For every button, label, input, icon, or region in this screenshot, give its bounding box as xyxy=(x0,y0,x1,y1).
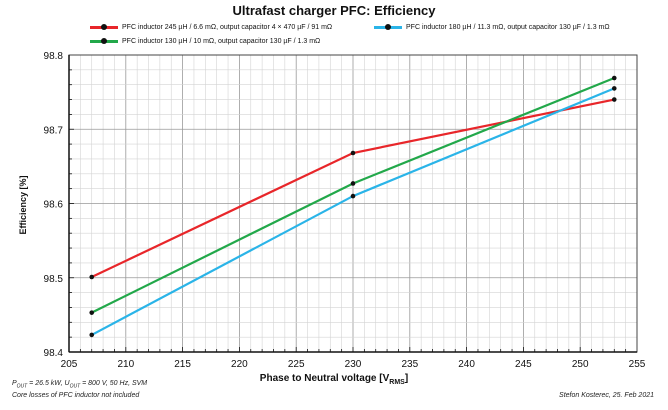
x-tick-label: 225 xyxy=(288,359,305,370)
marker-icon xyxy=(101,38,107,44)
data-point-1-2 xyxy=(611,86,617,91)
data-point-2-1 xyxy=(350,181,356,186)
x-axis-label-end: ] xyxy=(404,373,409,384)
legend-label: PFC inductor 130 µH / 10 mΩ, output capa… xyxy=(122,38,321,45)
x-axis-label-sub: RMS xyxy=(389,379,405,386)
legend-item-blue: PFC inductor 180 µH / 11.3 mΩ, output ca… xyxy=(374,24,610,31)
y-axis-label: Efficiency [%] xyxy=(18,175,28,235)
x-tick-label: 235 xyxy=(401,359,418,370)
legend-label: PFC inductor 180 µH / 11.3 mΩ, output ca… xyxy=(406,24,610,31)
data-point-0-0 xyxy=(89,274,95,280)
legend-swatch-blue xyxy=(374,24,402,30)
data-point-2-0 xyxy=(89,310,95,315)
legend-item-green: PFC inductor 130 µH / 10 mΩ, output capa… xyxy=(90,38,320,45)
note-u-rest: = 800 V, 50 Hz, SVM xyxy=(80,380,148,387)
data-point-0-2 xyxy=(611,97,617,102)
x-tick-label: 205 xyxy=(61,359,78,370)
y-tick-label: 98.4 xyxy=(44,348,64,359)
marker-icon xyxy=(101,24,107,30)
x-tick-label: 240 xyxy=(458,359,475,370)
author-note: Stefon Kosterec, 25. Feb 2021 xyxy=(559,392,654,399)
y-tick-label: 98.8 xyxy=(44,51,64,62)
x-tick-label: 255 xyxy=(629,359,646,370)
note-p-rest: = 26.5 kW, U xyxy=(27,380,70,387)
marker-icon xyxy=(385,24,391,30)
y-tick-label: 98.7 xyxy=(44,125,64,136)
legend-label: PFC inductor 245 µH / 6.6 mΩ, output cap… xyxy=(122,24,333,31)
data-point-2-2 xyxy=(611,75,617,81)
note-u-sub: OUT xyxy=(69,383,81,390)
y-tick-label: 98.5 xyxy=(44,274,64,285)
x-axis-label-text: Phase to Neutral voltage [V xyxy=(259,373,390,384)
y-tick-label: 98.6 xyxy=(44,200,64,211)
x-tick-label: 215 xyxy=(174,359,191,370)
legend-swatch-green xyxy=(90,38,118,44)
x-tick-label: 245 xyxy=(515,359,532,370)
note-p: P xyxy=(12,380,17,387)
x-tick-label: 220 xyxy=(231,359,248,370)
x-axis-label: Phase to Neutral voltage [VRMS] xyxy=(0,373,668,386)
core-losses-note: Core losses of PFC inductor not included xyxy=(12,392,140,399)
legend-item-red: PFC inductor 245 µH / 6.6 mΩ, output cap… xyxy=(90,24,332,31)
chart-title: Ultrafast charger PFC: Efficiency xyxy=(232,3,436,18)
data-point-1-0 xyxy=(89,332,95,338)
x-tick-label: 250 xyxy=(572,359,589,370)
x-tick-label: 230 xyxy=(345,359,362,370)
legend-swatch-red xyxy=(90,24,118,30)
note-p-sub: OUT xyxy=(16,383,28,390)
data-point-0-1 xyxy=(350,150,356,156)
x-tick-label: 210 xyxy=(117,359,134,370)
conditions-note: POUT = 26.5 kW, UOUT = 800 V, 50 Hz, SVM xyxy=(12,380,147,389)
data-point-1-1 xyxy=(350,193,356,199)
